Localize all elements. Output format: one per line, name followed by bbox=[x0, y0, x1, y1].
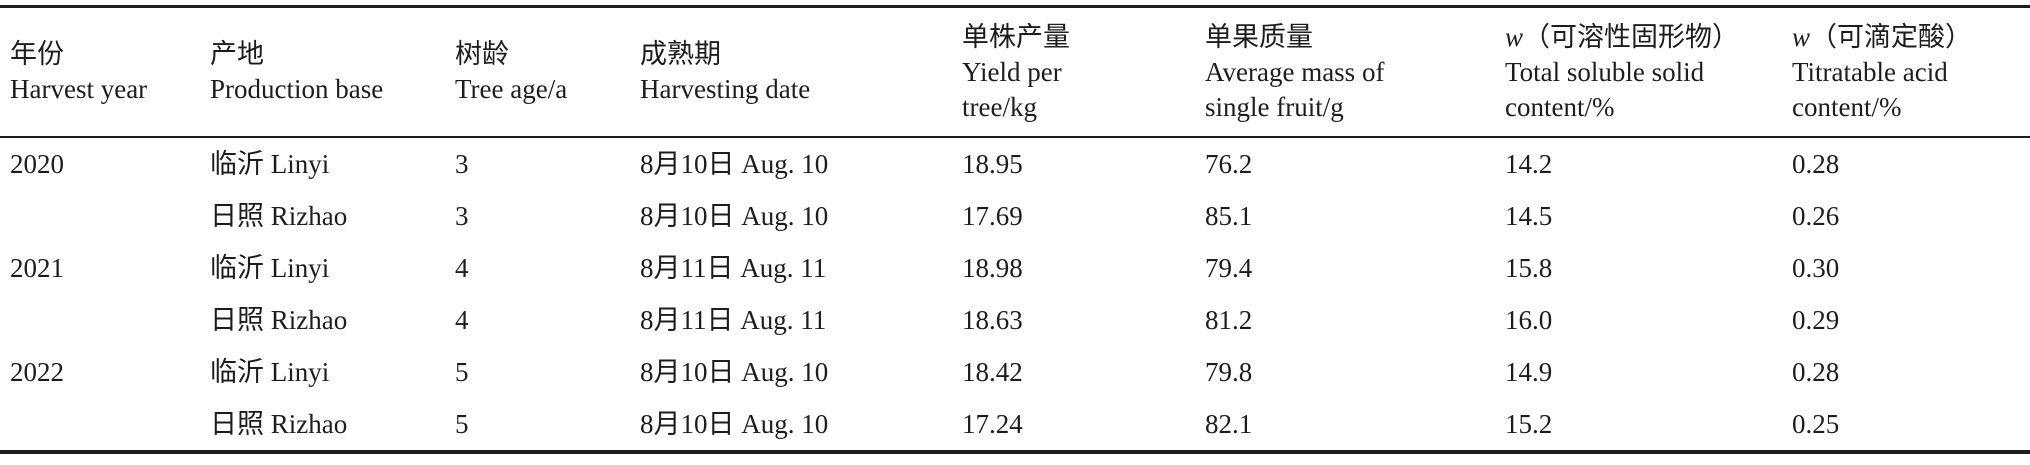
cell-yield-per-tree: 18.63 bbox=[962, 304, 1023, 335]
table-row: 2020 临沂 Linyi 3 8月10日 Aug. 10 18.95 76.2 14.2 0… bbox=[0, 137, 2030, 190]
cell-yield-per-tree: 17.24 bbox=[962, 408, 1023, 439]
table-body: 2020 临沂 Linyi 3 8月10日 Aug. 10 18.95 76.2 14.2 0… bbox=[0, 137, 2030, 452]
cell-soluble-solid: 14.2 bbox=[1505, 148, 1553, 179]
column-header-production-base: 产地 Production base bbox=[200, 6, 445, 138]
w-symbol: w bbox=[1792, 21, 1811, 52]
cell-soluble-solid: 16.0 bbox=[1505, 304, 1553, 335]
cell-yield-per-tree: 18.42 bbox=[962, 356, 1023, 387]
cell-harvest-year: 2020 bbox=[10, 148, 64, 179]
cell-yield-per-tree: 18.98 bbox=[962, 252, 1023, 283]
cell-production-base: 临沂 Linyi bbox=[210, 356, 330, 387]
header-zh-titratable-acid: w（可滴定酸） bbox=[1792, 20, 2030, 55]
cell-production-base: 日照 Rizhao bbox=[210, 304, 348, 335]
cell-harvest-year: 2021 bbox=[10, 252, 64, 283]
cell-single-fruit-mass: 76.2 bbox=[1205, 148, 1253, 179]
header-zh-tree-age: 树龄 bbox=[455, 39, 509, 69]
cell-harvesting-date: 8月11日 Aug. 11 bbox=[640, 252, 827, 283]
table-row: 日照 Rizhao 4 8月11日 Aug. 11 18.63 81.2 16.0 0.29 bbox=[0, 294, 2030, 346]
header-zh-titratable-acid-text: （可滴定酸） bbox=[1810, 21, 1973, 52]
cell-harvest-year bbox=[0, 294, 200, 346]
header-zh-harvest-year: 年份 bbox=[10, 39, 64, 69]
cell-titratable-acid: 0.30 bbox=[1792, 252, 1840, 283]
cell-single-fruit-mass: 79.8 bbox=[1205, 356, 1253, 387]
column-header-harvesting-date: 成熟期 Harvesting date bbox=[630, 6, 952, 138]
cell-soluble-solid: 14.9 bbox=[1505, 356, 1553, 387]
orchard-data-table: 年份 Harvest year 产地 Production base 树龄 Tr… bbox=[0, 5, 2030, 454]
cell-single-fruit-mass: 85.1 bbox=[1205, 200, 1253, 231]
table-row: 2021 临沂 Linyi 4 8月11日 Aug. 11 18.98 79.4 15.8 0… bbox=[0, 242, 2030, 294]
header-en-harvest-year: Harvest year bbox=[10, 74, 148, 104]
cell-titratable-acid: 0.28 bbox=[1792, 356, 1840, 387]
cell-tree-age: 5 bbox=[455, 356, 469, 387]
table-row: 日照 Rizhao 3 8月10日 Aug. 10 17.69 85.1 14.5 0.26 bbox=[0, 190, 2030, 242]
cell-production-base: 日照 Rizhao bbox=[210, 200, 348, 231]
cell-production-base: 临沂 Linyi bbox=[210, 252, 330, 283]
cell-harvesting-date: 8月10日 Aug. 10 bbox=[640, 200, 829, 231]
cell-harvesting-date: 8月10日 Aug. 10 bbox=[640, 408, 829, 439]
cell-yield-per-tree: 18.95 bbox=[962, 148, 1023, 179]
w-symbol: w bbox=[1505, 21, 1524, 52]
cell-soluble-solid: 14.5 bbox=[1505, 200, 1553, 231]
header-zh-yield-per-tree: 单株产量 bbox=[962, 21, 1070, 52]
header-zh-harvesting-date: 成熟期 bbox=[640, 39, 721, 69]
column-header-tree-age: 树龄 Tree age/a bbox=[445, 6, 630, 138]
cell-production-base: 临沂 Linyi bbox=[210, 148, 330, 179]
table-header: 年份 Harvest year 产地 Production base 树龄 Tr… bbox=[0, 6, 2030, 138]
cell-titratable-acid: 0.28 bbox=[1792, 148, 1840, 179]
header-zh-soluble-solid-text: （可溶性固形物） bbox=[1523, 21, 1740, 52]
cell-tree-age: 3 bbox=[455, 200, 469, 231]
cell-harvest-year bbox=[0, 398, 200, 452]
header-en-soluble-solid: Total soluble solid content/% bbox=[1505, 56, 1705, 122]
column-header-harvest-year: 年份 Harvest year bbox=[0, 6, 200, 138]
header-zh-single-fruit-mass: 单果质量 bbox=[1205, 21, 1313, 52]
header-zh-soluble-solid: w（可溶性固形物） bbox=[1505, 20, 1782, 55]
header-en-production-base: Production base bbox=[210, 74, 384, 104]
cell-titratable-acid: 0.25 bbox=[1792, 408, 1840, 439]
header-en-yield-per-tree: Yield per tree/kg bbox=[962, 56, 1062, 122]
cell-titratable-acid: 0.29 bbox=[1792, 304, 1840, 335]
paper-table-region: 年份 Harvest year 产地 Production base 树龄 Tr… bbox=[0, 5, 2030, 454]
column-header-single-fruit-mass: 单果质量 Average mass of single fruit/g bbox=[1195, 6, 1495, 138]
header-row: 年份 Harvest year 产地 Production base 树龄 Tr… bbox=[0, 6, 2030, 138]
column-header-titratable-acid: w（可滴定酸） Titratable acid content/% bbox=[1782, 6, 2030, 138]
table-row: 日照 Rizhao 5 8月10日 Aug. 10 17.24 82.1 15.2 0.25 bbox=[0, 398, 2030, 452]
header-en-single-fruit-mass: Average mass of single fruit/g bbox=[1205, 56, 1385, 122]
cell-single-fruit-mass: 81.2 bbox=[1205, 304, 1253, 335]
cell-tree-age: 4 bbox=[455, 304, 469, 335]
cell-harvest-year bbox=[0, 190, 200, 242]
cell-soluble-solid: 15.8 bbox=[1505, 252, 1553, 283]
cell-harvesting-date: 8月10日 Aug. 10 bbox=[640, 356, 829, 387]
column-header-soluble-solid: w（可溶性固形物） Total soluble solid content/% bbox=[1495, 6, 1782, 138]
cell-single-fruit-mass: 79.4 bbox=[1205, 252, 1253, 283]
cell-tree-age: 5 bbox=[455, 408, 469, 439]
column-header-yield-per-tree: 单株产量 Yield per tree/kg bbox=[952, 6, 1195, 138]
table-row: 2022 临沂 Linyi 5 8月10日 Aug. 10 18.42 79.8 14.9 0… bbox=[0, 346, 2030, 398]
header-zh-production-base: 产地 bbox=[210, 39, 264, 69]
cell-tree-age: 4 bbox=[455, 252, 469, 283]
header-en-titratable-acid: Titratable acid content/% bbox=[1792, 56, 1948, 122]
cell-harvesting-date: 8月11日 Aug. 11 bbox=[640, 304, 827, 335]
cell-titratable-acid: 0.26 bbox=[1792, 200, 1840, 231]
cell-harvesting-date: 8月10日 Aug. 10 bbox=[640, 148, 829, 179]
cell-production-base: 日照 Rizhao bbox=[210, 408, 348, 439]
cell-tree-age: 3 bbox=[455, 148, 469, 179]
cell-soluble-solid: 15.2 bbox=[1505, 408, 1553, 439]
header-en-harvesting-date: Harvesting date bbox=[640, 74, 811, 104]
header-en-tree-age: Tree age/a bbox=[455, 74, 568, 104]
cell-harvest-year: 2022 bbox=[10, 356, 64, 387]
cell-yield-per-tree: 17.69 bbox=[962, 200, 1023, 231]
cell-single-fruit-mass: 82.1 bbox=[1205, 408, 1253, 439]
